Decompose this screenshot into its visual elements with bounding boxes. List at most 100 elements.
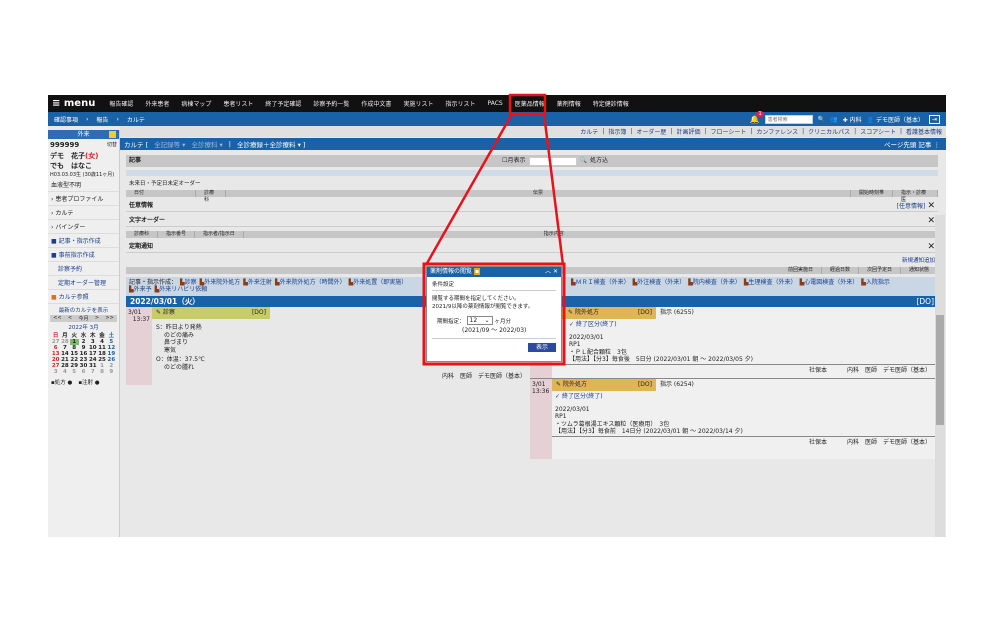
breadcrumb-item[interactable]: 確認事項 [54,116,79,124]
calendar-day[interactable]: 27 [51,339,60,345]
calendar-day[interactable]: 11 [98,345,106,351]
nav-item[interactable]: 指示リスト [445,101,476,108]
cal-prev-year[interactable]: << [53,315,62,321]
link[interactable]: 看護基本情報 [905,129,942,136]
link[interactable]: クリニカルパス [808,129,851,136]
menu-button[interactable]: ≡ menu [52,98,96,109]
cal-today[interactable]: 今月 [78,316,89,322]
calendar-day[interactable]: 30 [79,363,88,369]
do-button[interactable]: [DO] [251,309,266,316]
calendar-day[interactable]: 4 [63,369,67,375]
calendar-day[interactable]: 27 [51,363,60,369]
calendar-day[interactable]: 7 [63,345,67,351]
sidebar-item[interactable]: › バインダー [48,220,119,234]
calendar-day[interactable]: 12 [107,345,116,351]
rx-header[interactable]: ✎ 院外処方 [DO] [552,379,656,391]
create-item[interactable]: ▙外来院外処方（時間外） [274,278,346,286]
close-icon[interactable]: ✕ [552,268,558,275]
calendar-day[interactable]: 3 [90,339,95,345]
cal-next-year[interactable]: >> [105,315,114,321]
action-pre-order[interactable]: ■ 事前指示作成 [48,248,119,262]
calendar-day[interactable]: 1 [69,339,79,345]
create-item[interactable]: ▙心電図検査（外来） [799,278,859,286]
calendar-day[interactable]: 22 [70,357,79,363]
new-notice-link[interactable]: 新規通知追加 [901,257,935,264]
calendar-day[interactable]: 28 [61,363,69,369]
nav-item[interactable]: PACS [487,100,503,107]
close-icon[interactable]: ✕ [927,201,935,212]
calendar-day[interactable]: 19 [107,351,116,357]
nav-item[interactable]: 医薬品情報 [514,101,545,108]
calendar-day[interactable]: 26 [107,357,116,363]
link[interactable]: 計画評価 [676,129,701,136]
action-karte-ref[interactable]: ■ カルテ参照 [48,290,119,304]
cal-next[interactable]: > [94,315,100,321]
nav-item[interactable]: 終了予定確認 [265,101,302,108]
do-button[interactable]: [DO] [916,297,934,306]
sidebar-item[interactable]: › 患者プロファイル [48,192,119,206]
create-item[interactable]: ▙生理検査（外来） [743,278,797,286]
switch-button[interactable]: 切替 [106,142,117,148]
breadcrumb-item[interactable]: 報告 [96,116,109,124]
nav-item[interactable]: 実施リスト [403,101,434,108]
bell-icon[interactable]: 🔔 1 [749,110,764,124]
create-item[interactable]: ▙外注検査（外来） [632,278,686,286]
calendar-day[interactable]: 2 [81,339,86,345]
filter-dept[interactable]: 全診療科 ▾ [191,141,223,149]
nav-item[interactable]: 作成中文書 [361,101,392,108]
scrollbar[interactable] [935,215,945,537]
nav-item[interactable]: 病棟マップ [181,101,212,108]
nav-item[interactable]: 患者リスト [223,101,254,108]
memo-icon[interactable] [109,131,116,138]
department[interactable]: ✚ 内科 [842,116,862,124]
close-icon[interactable]: ✕ [927,216,935,227]
close-icon[interactable]: ✕ [927,241,935,252]
filter-all[interactable]: 全診療録＋全診療料 ▾ ] [237,141,306,149]
calendar-day[interactable]: 7 [90,369,95,375]
nav-item[interactable]: 特定健診情報 [592,101,629,108]
calendar-day[interactable]: 4 [100,339,104,345]
calendar-day[interactable]: 1 [100,363,104,369]
create-item[interactable]: ▙外来処置（即実施） [348,278,408,286]
calendar-day[interactable]: 6 [53,345,58,351]
users-icon[interactable]: 👥 [830,115,838,123]
calendar-day[interactable]: 8 [100,369,104,375]
logout-icon[interactable]: ⇥ [928,114,940,124]
month-display-checkbox[interactable]: ☐月表示 [502,157,526,164]
calendar-day[interactable]: 15 [70,351,79,357]
nav-item-drug-info[interactable]: 薬剤情報 [556,101,581,108]
create-item[interactable]: ▙診察 [180,278,197,286]
calendar-day[interactable]: 31 [88,363,97,369]
nav-item[interactable]: 外来患者 [145,101,170,108]
calendar-day[interactable]: 14 [61,351,69,357]
calendar-day[interactable]: 5 [109,339,114,345]
calendar-day[interactable]: 24 [88,357,97,363]
show-button[interactable]: 表示 [527,343,556,352]
calendar-day[interactable]: 21 [61,357,69,363]
calendar-day[interactable]: 10 [88,345,97,351]
cal-prev[interactable]: < [67,315,73,321]
calendar-day[interactable]: 18 [98,351,106,357]
user[interactable]: 👤 デモ医師（基本） [866,116,924,124]
search-icon[interactable]: 🔍 [579,157,587,164]
calendar-day[interactable]: 6 [81,369,86,375]
link[interactable]: スコアシート [860,129,896,136]
kiji-search-input[interactable] [528,156,577,166]
exam-header[interactable]: ✎ 診察 [DO] [152,307,270,319]
calendar-day[interactable]: 9 [109,369,114,375]
search-icon[interactable]: 🔍 [817,115,826,123]
rx-header[interactable]: ✎ 院外処方 [DO] [552,307,656,319]
filter-records[interactable]: 全記録等 ▾ [154,141,186,149]
link[interactable]: カルテ [580,129,599,136]
create-item[interactable]: ▙外来予 [129,286,152,294]
calendar-day[interactable]: 9 [81,345,86,351]
patient-search-input[interactable]: 患者検索 [764,114,813,124]
action-create-note[interactable]: ■ 記事・指示作成 [48,234,119,248]
breadcrumb-item[interactable]: カルテ [126,116,145,124]
create-item[interactable]: ▙外来リハビリ依頼 [154,286,208,294]
create-item[interactable]: ▙外来院外処方 [199,278,241,286]
nav-item[interactable]: 診察予約一覧 [313,101,350,108]
nav-item[interactable]: 報告確認 [109,101,134,108]
calendar-day[interactable]: 16 [79,351,88,357]
calendar-day[interactable]: 13 [51,351,60,357]
